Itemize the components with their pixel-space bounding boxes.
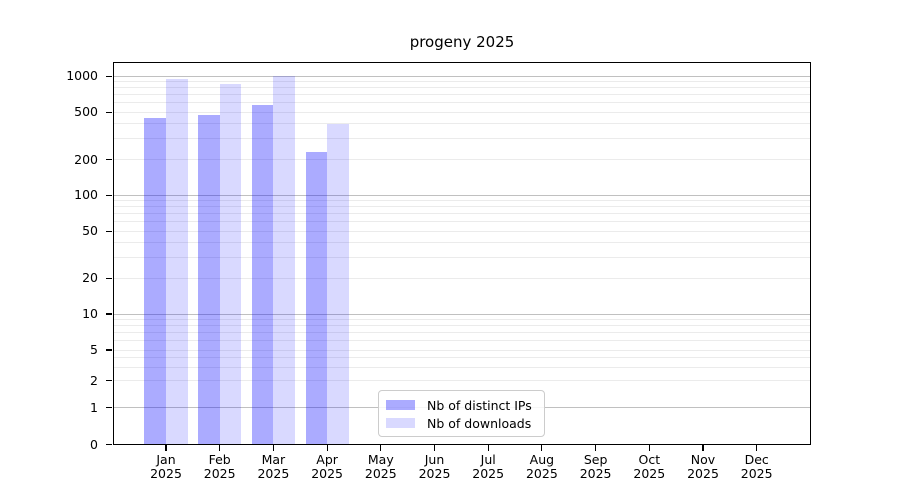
bar-downloads-apr bbox=[327, 123, 349, 445]
x-tick-mark-jun bbox=[433, 444, 436, 451]
y-tick-label-1: 1 bbox=[90, 399, 98, 415]
y-tick-label-0: 0 bbox=[90, 436, 98, 452]
minor-gridline-6 bbox=[112, 340, 811, 342]
bar-distinct-ips-mar bbox=[251, 104, 274, 445]
legend: Nb of distinct IPs Nb of downloads bbox=[378, 390, 545, 437]
minor-gridline-30 bbox=[112, 256, 811, 258]
minor-gridline-400 bbox=[112, 123, 811, 125]
legend-item-distinct-ips: Nb of distinct IPs bbox=[386, 396, 538, 414]
y-tick-mark-200 bbox=[106, 158, 112, 161]
minor-gridline-4 bbox=[112, 356, 811, 358]
minor-gridline-3 bbox=[112, 366, 811, 368]
y-tick-mark-2 bbox=[106, 379, 112, 382]
x-tick-mark-sep bbox=[595, 444, 597, 451]
x-tick-mark-mar bbox=[272, 444, 274, 451]
minor-gridline-900 bbox=[112, 81, 811, 83]
x-tick-label-aug: Aug 2025 bbox=[525, 451, 558, 481]
x-tick-label-jul: Jul 2025 bbox=[472, 451, 505, 481]
y-tick-mark-50 bbox=[106, 230, 112, 232]
x-tick-mark-feb bbox=[219, 444, 221, 451]
y-tick-label-200: 200 bbox=[74, 151, 98, 167]
minor-gridline-20 bbox=[112, 277, 811, 279]
y-tick-label-50: 50 bbox=[82, 223, 98, 239]
y-tick-label-5: 5 bbox=[90, 342, 98, 357]
major-gridline-100 bbox=[112, 194, 811, 196]
x-tick-label-may: May 2025 bbox=[364, 451, 397, 481]
y-tick-mark-1 bbox=[106, 406, 112, 409]
y-tick-label-500: 500 bbox=[74, 104, 98, 120]
minor-gridline-70 bbox=[112, 213, 811, 215]
minor-gridline-40 bbox=[112, 242, 811, 244]
x-tick-label-apr: Apr 2025 bbox=[311, 451, 343, 481]
bar-distinct-ips-apr bbox=[305, 152, 328, 445]
bar-downloads-mar bbox=[273, 76, 295, 445]
x-tick-mark-apr bbox=[326, 444, 328, 451]
x-tick-mark-aug bbox=[541, 444, 543, 451]
y-tick-label-10: 10 bbox=[82, 306, 98, 321]
minor-gridline-200 bbox=[112, 159, 811, 160]
x-tick-mark-jul bbox=[487, 444, 489, 451]
minor-gridline-300 bbox=[112, 138, 811, 140]
minor-gridline-700 bbox=[112, 94, 811, 96]
legend-item-downloads: Nb of downloads bbox=[386, 414, 538, 432]
minor-gridline-500 bbox=[112, 111, 811, 113]
legend-label-downloads: Nb of downloads bbox=[427, 415, 532, 431]
y-tick-mark-10 bbox=[106, 313, 112, 315]
x-tick-label-nov: Nov 2025 bbox=[687, 451, 719, 481]
x-tick-label-oct: Oct 2025 bbox=[633, 451, 666, 481]
legend-label-distinct-ips: Nb of distinct IPs bbox=[427, 397, 532, 413]
x-tick-mark-may bbox=[380, 444, 382, 451]
minor-gridline-80 bbox=[112, 206, 811, 208]
minor-gridline-9 bbox=[112, 318, 811, 320]
x-tick-mark-jan bbox=[165, 444, 167, 451]
bar-downloads-jan bbox=[166, 78, 188, 445]
legend-swatch-downloads bbox=[386, 417, 415, 429]
x-tick-mark-nov bbox=[702, 444, 704, 451]
major-gridline-1000 bbox=[112, 75, 811, 77]
y-tick-mark-0 bbox=[106, 443, 112, 446]
minor-gridline-90 bbox=[112, 200, 811, 202]
chart-title: progeny 2025 bbox=[409, 33, 515, 51]
y-tick-label-1000: 1000 bbox=[66, 68, 98, 84]
minor-gridline-2 bbox=[112, 380, 811, 381]
minor-gridline-60 bbox=[112, 221, 811, 223]
x-tick-mark-dec bbox=[756, 444, 758, 451]
minor-gridline-5 bbox=[112, 349, 811, 351]
minor-gridline-600 bbox=[112, 102, 811, 104]
y-tick-label-100: 100 bbox=[74, 187, 98, 203]
bar-downloads-feb bbox=[219, 84, 242, 445]
y-tick-mark-100 bbox=[106, 194, 112, 196]
minor-gridline-8 bbox=[112, 325, 811, 327]
x-tick-label-mar: Mar 2025 bbox=[257, 451, 290, 481]
x-tick-label-dec: Dec 2025 bbox=[740, 451, 773, 481]
x-tick-mark-oct bbox=[648, 444, 650, 451]
y-tick-label-20: 20 bbox=[82, 270, 98, 286]
minor-gridline-50 bbox=[112, 230, 811, 232]
bar-distinct-ips-jan bbox=[144, 117, 166, 445]
x-tick-label-jun: Jun 2025 bbox=[418, 451, 451, 481]
y-tick-mark-20 bbox=[106, 277, 112, 279]
x-tick-label-jan: Jan 2025 bbox=[150, 451, 182, 481]
minor-gridline-7 bbox=[112, 332, 811, 334]
major-gridline-10 bbox=[112, 313, 811, 315]
y-tick-mark-1000 bbox=[106, 75, 112, 77]
y-tick-mark-5 bbox=[106, 349, 112, 351]
x-tick-label-feb: Feb 2025 bbox=[203, 451, 236, 481]
y-tick-mark-500 bbox=[106, 111, 112, 113]
y-tick-label-2: 2 bbox=[90, 372, 98, 388]
x-tick-label-sep: Sep 2025 bbox=[579, 451, 612, 481]
bar-distinct-ips-feb bbox=[198, 115, 220, 445]
minor-gridline-800 bbox=[112, 87, 811, 89]
legend-swatch-distinct-ips bbox=[386, 399, 415, 411]
